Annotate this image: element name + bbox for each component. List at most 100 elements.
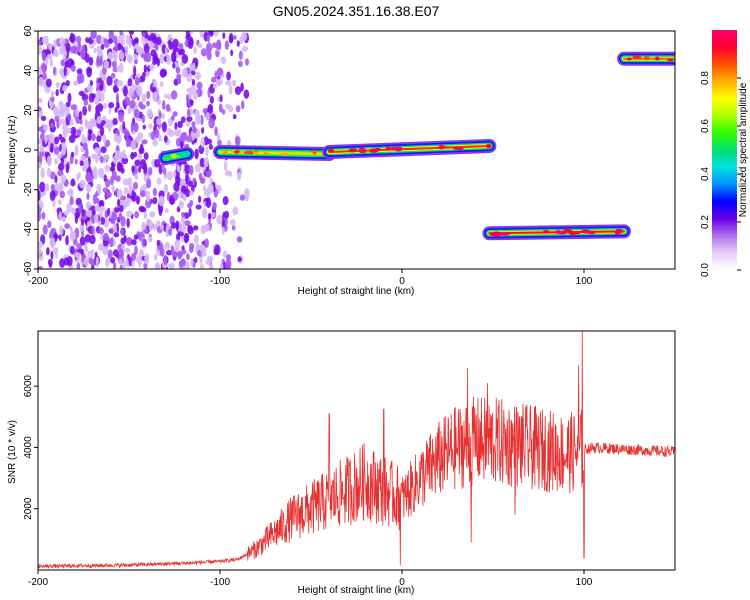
noise-dot [49,171,56,180]
noise-dot [205,259,212,266]
noise-dot [231,225,236,231]
noise-dot [173,170,177,178]
track-hotspot [573,231,581,235]
noise-dot [66,189,73,196]
noise-dot [106,75,113,86]
noise-dot [112,117,118,126]
noise-dot [226,71,231,81]
noise-dot [232,206,239,216]
noise-dot [131,260,135,268]
noise-dot [109,238,114,248]
noise-dot [64,60,69,68]
noise-dot [57,154,63,160]
noise-dot [65,42,71,53]
noise-dot [138,147,145,155]
noise-dot [95,256,99,268]
snr-panel: -200 -100 0 100 2000 4000 6000 Height of stra… [7,330,676,596]
noise-dot [39,201,44,209]
noise-dot [168,129,175,138]
noise-dot [61,177,65,185]
noise-dot [191,78,196,87]
signal-track [213,144,337,161]
noise-dot [98,243,104,252]
noise-dot [124,45,129,52]
noise-dot [46,247,50,256]
noise-dot [70,64,76,72]
noise-dot [67,92,72,104]
noise-dot [175,175,181,184]
noise-dot [50,250,54,260]
track-hotspot [222,150,228,155]
noise-dot [82,105,88,116]
noise-dot [203,185,207,192]
noise-dot [38,240,43,249]
noise-dot [83,257,89,267]
noise-dot [111,184,115,192]
noise-dot [38,106,42,112]
noise-dot [144,253,150,265]
noise-dot [86,209,92,218]
noise-dot [65,101,71,108]
noise-dot [205,42,213,53]
noise-dot [241,100,245,110]
noise-dot [141,36,146,42]
noise-dot [52,247,59,254]
noise-dot [236,236,243,243]
signal-track [617,51,675,66]
noise-dot [59,225,64,236]
noise-dot [50,91,55,97]
noise-dot [214,70,218,79]
noise-dot [216,67,224,76]
noise-dot [149,63,155,71]
noise-dot [100,73,107,81]
track-hotspot [632,55,642,60]
noise-dot [85,184,92,193]
snr-y-label: SNR (10 * v/v) [7,420,18,484]
noise-dot [63,66,67,77]
noise-dot [84,233,91,243]
noise-dot [205,197,212,209]
colorbar-label: Normalized spectral amplitude [738,82,749,217]
noise-dot [199,262,204,269]
noise-dot [200,136,205,148]
noise-dot [154,128,160,139]
noise-dot [181,249,187,255]
noise-dot [38,44,42,55]
noise-dot [163,135,168,143]
noise-dot [128,31,135,36]
spectrogram-y-ticks: -60 -40 -20 0 20 40 60 [23,25,38,276]
noise-dot [198,195,202,203]
noise-dot [221,218,225,230]
noise-dot [224,170,231,177]
noise-dot [181,215,186,224]
noise-dot [49,147,54,153]
noise-dot [74,108,80,118]
noise-dot [99,55,103,67]
noise-dot [181,211,185,218]
noise-dot [232,114,237,120]
noise-dot [146,108,153,119]
noise-dot [199,31,204,39]
noise-dot [63,210,70,216]
noise-dot [44,183,50,192]
noise-dot [70,104,78,111]
noise-dot [53,106,60,117]
noise-dot [231,79,237,87]
noise-dot [46,155,52,167]
colorbar-tick-label: 0.4 [700,167,711,181]
noise-dot [139,46,144,55]
noise-dot [110,227,114,235]
noise-dot [108,102,115,109]
noise-dot [40,167,45,179]
noise-dot [38,189,41,201]
noise-dot [186,73,193,83]
noise-dot [64,223,71,229]
noise-dot [100,146,107,154]
noise-dot [50,184,56,191]
noise-dot [87,134,92,141]
noise-dot [230,49,234,57]
track-hotspot [280,152,290,156]
noise-dot [154,159,161,168]
noise-dot [196,81,203,90]
noise-dot [237,60,243,68]
